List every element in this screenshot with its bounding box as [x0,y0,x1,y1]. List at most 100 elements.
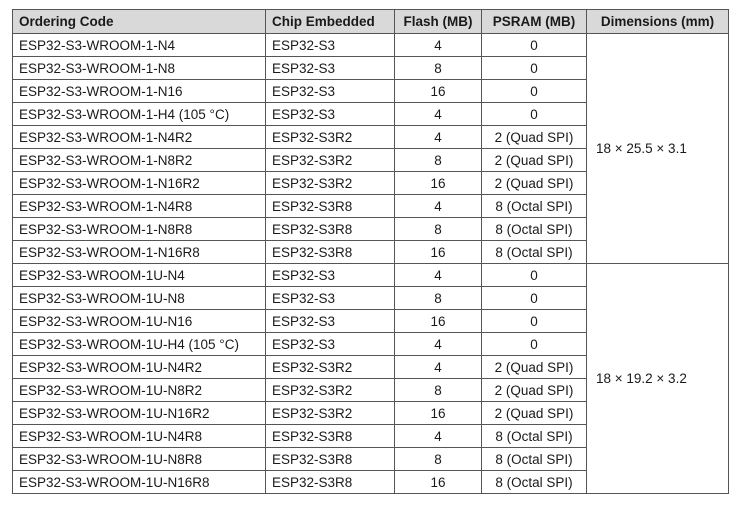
psram-cell: 2 (Quad SPI) [481,378,587,402]
ordering-code-cell: ESP32-S3-WROOM-1-N4R8 [12,194,266,218]
chip-cell: ESP32-S3R2 [265,148,395,172]
table-header: Ordering Code Chip Embedded Flash (MB) P… [12,9,729,34]
psram-cell: 0 [481,33,587,57]
table-row: ESP32-S3-WROOM-1-N4R2 ESP32-S3R2 4 2 (Quad … [12,125,729,149]
table-row: ESP32-S3-WROOM-1U-H4 (105 °C) ESP32-S3 4 0 [12,332,729,356]
ordering-code-cell: ESP32-S3-WROOM-1-N8 [12,56,266,80]
table-row: ESP32-S3-WROOM-1U-N8R8 ESP32-S3R8 8 8 (Octa… [12,447,729,471]
table-row: ESP32-S3-WROOM-1-N16 ESP32-S3 16 0 [12,79,729,103]
psram-cell: 2 (Quad SPI) [481,125,587,149]
dimensions-cell: 18 × 25.5 × 3.1 [586,33,729,264]
header-chip-embedded: Chip Embedded [265,9,395,34]
ordering-code-cell: ESP32-S3-WROOM-1U-N16R8 [12,470,266,494]
flash-cell: 16 [394,171,482,195]
ordering-code-cell: ESP32-S3-WROOM-1-N8R8 [12,217,266,241]
ordering-code-cell: ESP32-S3-WROOM-1-H4 (105 °C) [12,102,266,126]
table-row: ESP32-S3-WROOM-1U-N16R2 ESP32-S3R2 16 2 (Qu… [12,401,729,425]
psram-cell: 8 (Octal SPI) [481,240,587,264]
psram-cell: 2 (Quad SPI) [481,148,587,172]
table-row: ESP32-S3-WROOM-1U-N4R8 ESP32-S3R8 4 8 (Octa… [12,424,729,448]
chip-cell: ESP32-S3R2 [265,355,395,379]
flash-cell: 4 [394,332,482,356]
chip-cell: ESP32-S3R8 [265,447,395,471]
header-dimensions: Dimensions (mm) [586,9,729,34]
flash-cell: 16 [394,470,482,494]
chip-cell: ESP32-S3R2 [265,401,395,425]
flash-cell: 16 [394,401,482,425]
table-row: ESP32-S3-WROOM-1U-N4R2 ESP32-S3R2 4 2 (Quad… [12,355,729,379]
chip-cell: ESP32-S3R8 [265,194,395,218]
flash-cell: 4 [394,194,482,218]
ordering-code-cell: ESP32-S3-WROOM-1-N8R2 [12,148,266,172]
psram-cell: 0 [481,332,587,356]
header-row: Ordering Code Chip Embedded Flash (MB) P… [12,9,729,34]
ordering-code-cell: ESP32-S3-WROOM-1-N4R2 [12,125,266,149]
flash-cell: 8 [394,447,482,471]
table-row: ESP32-S3-WROOM-1-N16R8 ESP32-S3R8 16 8 (Oct… [12,240,729,264]
chip-cell: ESP32-S3 [265,309,395,333]
chip-cell: ESP32-S3 [265,102,395,126]
flash-cell: 8 [394,56,482,80]
ordering-code-cell: ESP32-S3-WROOM-1-N16R2 [12,171,266,195]
header-flash: Flash (MB) [394,9,482,34]
psram-cell: 0 [481,263,587,287]
chip-cell: ESP32-S3R8 [265,217,395,241]
psram-cell: 2 (Quad SPI) [481,171,587,195]
ordering-code-cell: ESP32-S3-WROOM-1-N16 [12,79,266,103]
ordering-code-cell: ESP32-S3-WROOM-1U-N8 [12,286,266,310]
ordering-code-cell: ESP32-S3-WROOM-1U-N8R8 [12,447,266,471]
psram-cell: 0 [481,56,587,80]
chip-cell: ESP32-S3R8 [265,470,395,494]
psram-cell: 8 (Octal SPI) [481,217,587,241]
header-ordering-code: Ordering Code [12,9,266,34]
psram-cell: 2 (Quad SPI) [481,355,587,379]
psram-cell: 8 (Octal SPI) [481,424,587,448]
psram-cell: 2 (Quad SPI) [481,401,587,425]
chip-cell: ESP32-S3R2 [265,125,395,149]
psram-cell: 0 [481,286,587,310]
chip-cell: ESP32-S3 [265,286,395,310]
ordering-code-cell: ESP32-S3-WROOM-1U-N16 [12,309,266,333]
flash-cell: 4 [394,263,482,287]
flash-cell: 8 [394,286,482,310]
table-row: ESP32-S3-WROOM-1-N4R8 ESP32-S3R8 4 8 (Octal… [12,194,729,218]
flash-cell: 4 [394,125,482,149]
psram-cell: 8 (Octal SPI) [481,470,587,494]
chip-cell: ESP32-S3 [265,79,395,103]
psram-cell: 0 [481,102,587,126]
ordering-code-table: Ordering Code Chip Embedded Flash (MB) P… [12,9,729,494]
flash-cell: 8 [394,217,482,241]
chip-cell: ESP32-S3R8 [265,240,395,264]
table-row: ESP32-S3-WROOM-1U-N16R8 ESP32-S3R8 16 8 (Oc… [12,470,729,494]
table-row: ESP32-S3-WROOM-1-N4 ESP32-S3 4 0 18 × 25.5 ×… [12,33,729,264]
flash-cell: 16 [394,309,482,333]
flash-cell: 8 [394,148,482,172]
ordering-code-cell: ESP32-S3-WROOM-1-N16R8 [12,240,266,264]
chip-cell: ESP32-S3R8 [265,424,395,448]
flash-cell: 4 [394,355,482,379]
table-row: ESP32-S3-WROOM-1-N8R8 ESP32-S3R8 8 8 (Octal… [12,217,729,241]
psram-cell: 0 [481,309,587,333]
ordering-code-cell: ESP32-S3-WROOM-1-N4 [12,33,266,57]
ordering-code-cell: ESP32-S3-WROOM-1U-N4 [12,263,266,287]
dimensions-cell: 18 × 19.2 × 3.2 [586,263,729,494]
flash-cell: 4 [394,424,482,448]
flash-cell: 4 [394,102,482,126]
chip-cell: ESP32-S3 [265,263,395,287]
table-row: ESP32-S3-WROOM-1U-N16 ESP32-S3 16 0 [12,309,729,333]
chip-cell: ESP32-S3R2 [265,378,395,402]
table-row: ESP32-S3-WROOM-1-N16R2 ESP32-S3R2 16 2 (Qua… [12,171,729,195]
psram-cell: 8 (Octal SPI) [481,194,587,218]
chip-cell: ESP32-S3 [265,56,395,80]
chip-cell: ESP32-S3R2 [265,171,395,195]
flash-cell: 16 [394,79,482,103]
chip-cell: ESP32-S3 [265,33,395,57]
table-body: ESP32-S3-WROOM-1-N4 ESP32-S3 4 0 18 × 25.5 ×… [12,33,729,494]
ordering-code-cell: ESP32-S3-WROOM-1U-N4R8 [12,424,266,448]
flash-cell: 4 [394,33,482,57]
psram-cell: 0 [481,79,587,103]
flash-cell: 16 [394,240,482,264]
header-psram: PSRAM (MB) [481,9,587,34]
psram-cell: 8 (Octal SPI) [481,447,587,471]
table-row: ESP32-S3-WROOM-1U-N4 ESP32-S3 4 0 18 × 19.2 … [12,263,729,494]
